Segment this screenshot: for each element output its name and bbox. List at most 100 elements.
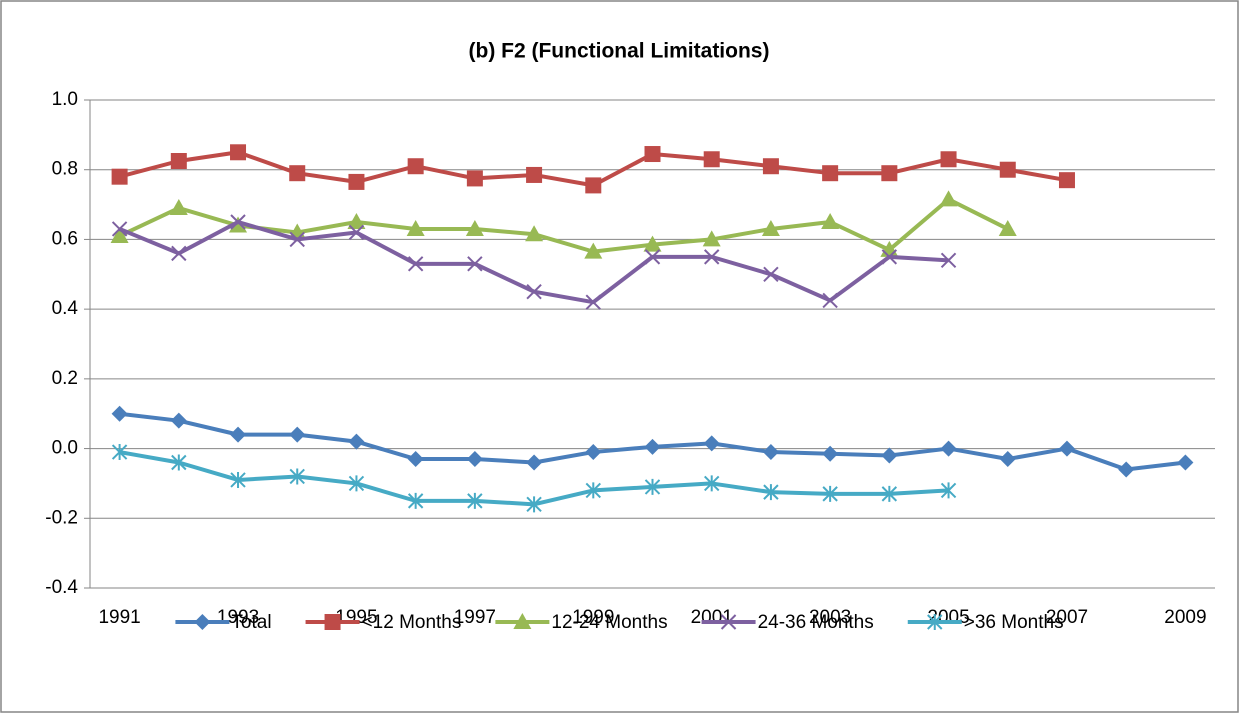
- marker: [289, 165, 306, 182]
- marker: [348, 173, 365, 190]
- x-tick-label: 2003: [809, 607, 851, 628]
- marker: [761, 219, 780, 236]
- marker: [998, 219, 1017, 236]
- marker: [111, 444, 128, 461]
- marker: [999, 451, 1016, 468]
- marker: [466, 451, 483, 468]
- marker: [940, 252, 957, 269]
- y-tick-label: -0.2: [45, 507, 78, 528]
- marker: [110, 226, 129, 243]
- marker: [1118, 461, 1135, 478]
- marker: [881, 485, 898, 502]
- marker: [1058, 172, 1075, 189]
- legend-item: >36 Months: [907, 612, 1064, 633]
- x-tick-label: 1991: [98, 607, 140, 628]
- marker: [525, 225, 544, 242]
- marker: [585, 294, 601, 310]
- marker: [822, 445, 839, 462]
- chart-title: (b) F2 (Functional Limitations): [469, 40, 770, 63]
- marker: [703, 151, 720, 168]
- marker: [822, 485, 838, 502]
- marker: [644, 249, 661, 265]
- marker: [940, 440, 957, 457]
- marker: [763, 266, 779, 282]
- legend-label: Total: [231, 612, 271, 633]
- marker: [702, 230, 721, 247]
- legend-item: 12-24 Months: [495, 612, 668, 633]
- marker: [171, 454, 187, 471]
- marker: [822, 292, 838, 309]
- marker: [111, 221, 128, 237]
- marker: [762, 158, 779, 175]
- legend-label: <12 Months: [362, 612, 462, 633]
- legend-label: 24-36 Months: [758, 612, 874, 633]
- marker: [940, 151, 957, 168]
- marker: [704, 475, 720, 492]
- marker: [324, 614, 341, 630]
- marker: [526, 496, 542, 513]
- marker: [881, 249, 898, 265]
- marker: [111, 168, 128, 185]
- y-tick-label: -0.4: [45, 577, 78, 598]
- marker: [1058, 440, 1075, 457]
- marker: [720, 614, 737, 630]
- marker: [406, 219, 425, 236]
- marker: [584, 242, 603, 259]
- marker: [526, 166, 543, 183]
- marker: [171, 245, 187, 262]
- marker: [513, 613, 532, 629]
- marker: [229, 216, 248, 233]
- marker: [703, 435, 720, 452]
- marker: [348, 475, 365, 492]
- marker: [466, 170, 483, 187]
- marker: [407, 492, 424, 509]
- marker: [467, 492, 483, 509]
- x-tick-label: 2007: [1046, 607, 1088, 628]
- marker: [170, 153, 187, 169]
- legend-item: 24-36 Months: [701, 612, 874, 633]
- legend-label: 12-24 Months: [551, 612, 667, 633]
- marker: [289, 426, 306, 443]
- marker: [170, 412, 187, 429]
- marker: [230, 426, 247, 443]
- y-tick-label: 0.2: [52, 368, 78, 389]
- y-tick-label: 0.6: [52, 228, 78, 249]
- marker: [762, 444, 779, 461]
- marker: [704, 249, 720, 265]
- marker: [643, 235, 662, 252]
- marker: [194, 614, 211, 630]
- marker: [1177, 454, 1194, 471]
- marker: [169, 199, 188, 216]
- marker: [526, 454, 543, 471]
- marker: [407, 256, 424, 272]
- y-tick-label: 0.8: [52, 159, 78, 180]
- legend-item: <12 Months: [305, 612, 462, 633]
- marker: [940, 482, 957, 499]
- marker: [999, 161, 1016, 178]
- x-tick-label: 1997: [454, 607, 496, 628]
- marker: [407, 158, 424, 175]
- marker: [230, 214, 246, 230]
- marker: [289, 468, 305, 485]
- marker: [348, 433, 365, 450]
- marker: [348, 224, 365, 241]
- marker: [289, 231, 305, 248]
- marker: [763, 484, 779, 501]
- marker: [465, 219, 484, 236]
- marker: [939, 190, 958, 207]
- marker: [821, 213, 840, 229]
- legend-label: >36 Months: [964, 612, 1064, 633]
- marker: [467, 256, 483, 272]
- x-tick-label: 2009: [1164, 607, 1206, 628]
- marker: [230, 471, 246, 488]
- marker: [644, 438, 661, 455]
- marker: [585, 444, 602, 461]
- marker: [347, 213, 366, 229]
- marker: [407, 451, 424, 468]
- marker: [585, 177, 602, 194]
- marker: [881, 165, 898, 182]
- y-tick-label: 0.4: [52, 298, 79, 319]
- marker: [822, 165, 839, 182]
- y-tick-label: 1.0: [52, 89, 78, 110]
